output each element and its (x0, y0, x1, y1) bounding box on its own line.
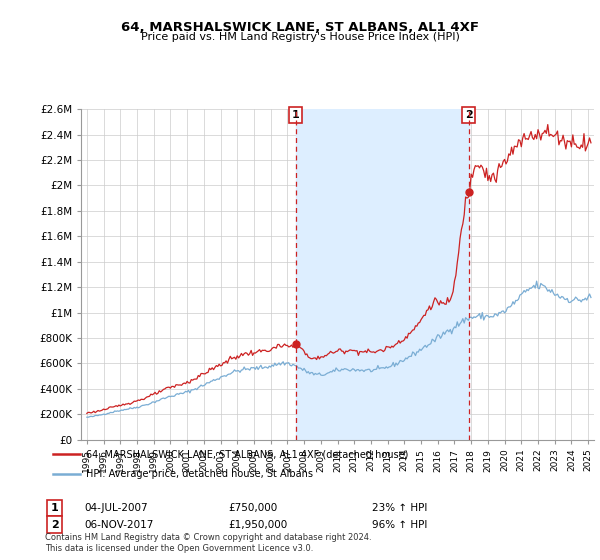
Text: 64, MARSHALSWICK LANE, ST ALBANS, AL1 4XF: 64, MARSHALSWICK LANE, ST ALBANS, AL1 4X… (121, 21, 479, 34)
Text: £1,950,000: £1,950,000 (228, 520, 287, 530)
Text: 04-JUL-2007: 04-JUL-2007 (84, 503, 148, 513)
Text: 96% ↑ HPI: 96% ↑ HPI (372, 520, 427, 530)
Text: 2: 2 (465, 110, 473, 120)
Text: Contains HM Land Registry data © Crown copyright and database right 2024.
This d: Contains HM Land Registry data © Crown c… (45, 533, 371, 553)
Text: £750,000: £750,000 (228, 503, 277, 513)
Text: Price paid vs. HM Land Registry's House Price Index (HPI): Price paid vs. HM Land Registry's House … (140, 32, 460, 42)
Text: HPI: Average price, detached house, St Albans: HPI: Average price, detached house, St A… (86, 469, 313, 479)
Text: 23% ↑ HPI: 23% ↑ HPI (372, 503, 427, 513)
Text: 2: 2 (51, 520, 58, 530)
Text: 06-NOV-2017: 06-NOV-2017 (84, 520, 154, 530)
Text: 1: 1 (51, 503, 58, 513)
Text: 1: 1 (292, 110, 299, 120)
Text: 64, MARSHALSWICK LANE, ST ALBANS, AL1 4XF (detached house): 64, MARSHALSWICK LANE, ST ALBANS, AL1 4X… (86, 449, 409, 459)
Bar (296, 109, 469, 440)
